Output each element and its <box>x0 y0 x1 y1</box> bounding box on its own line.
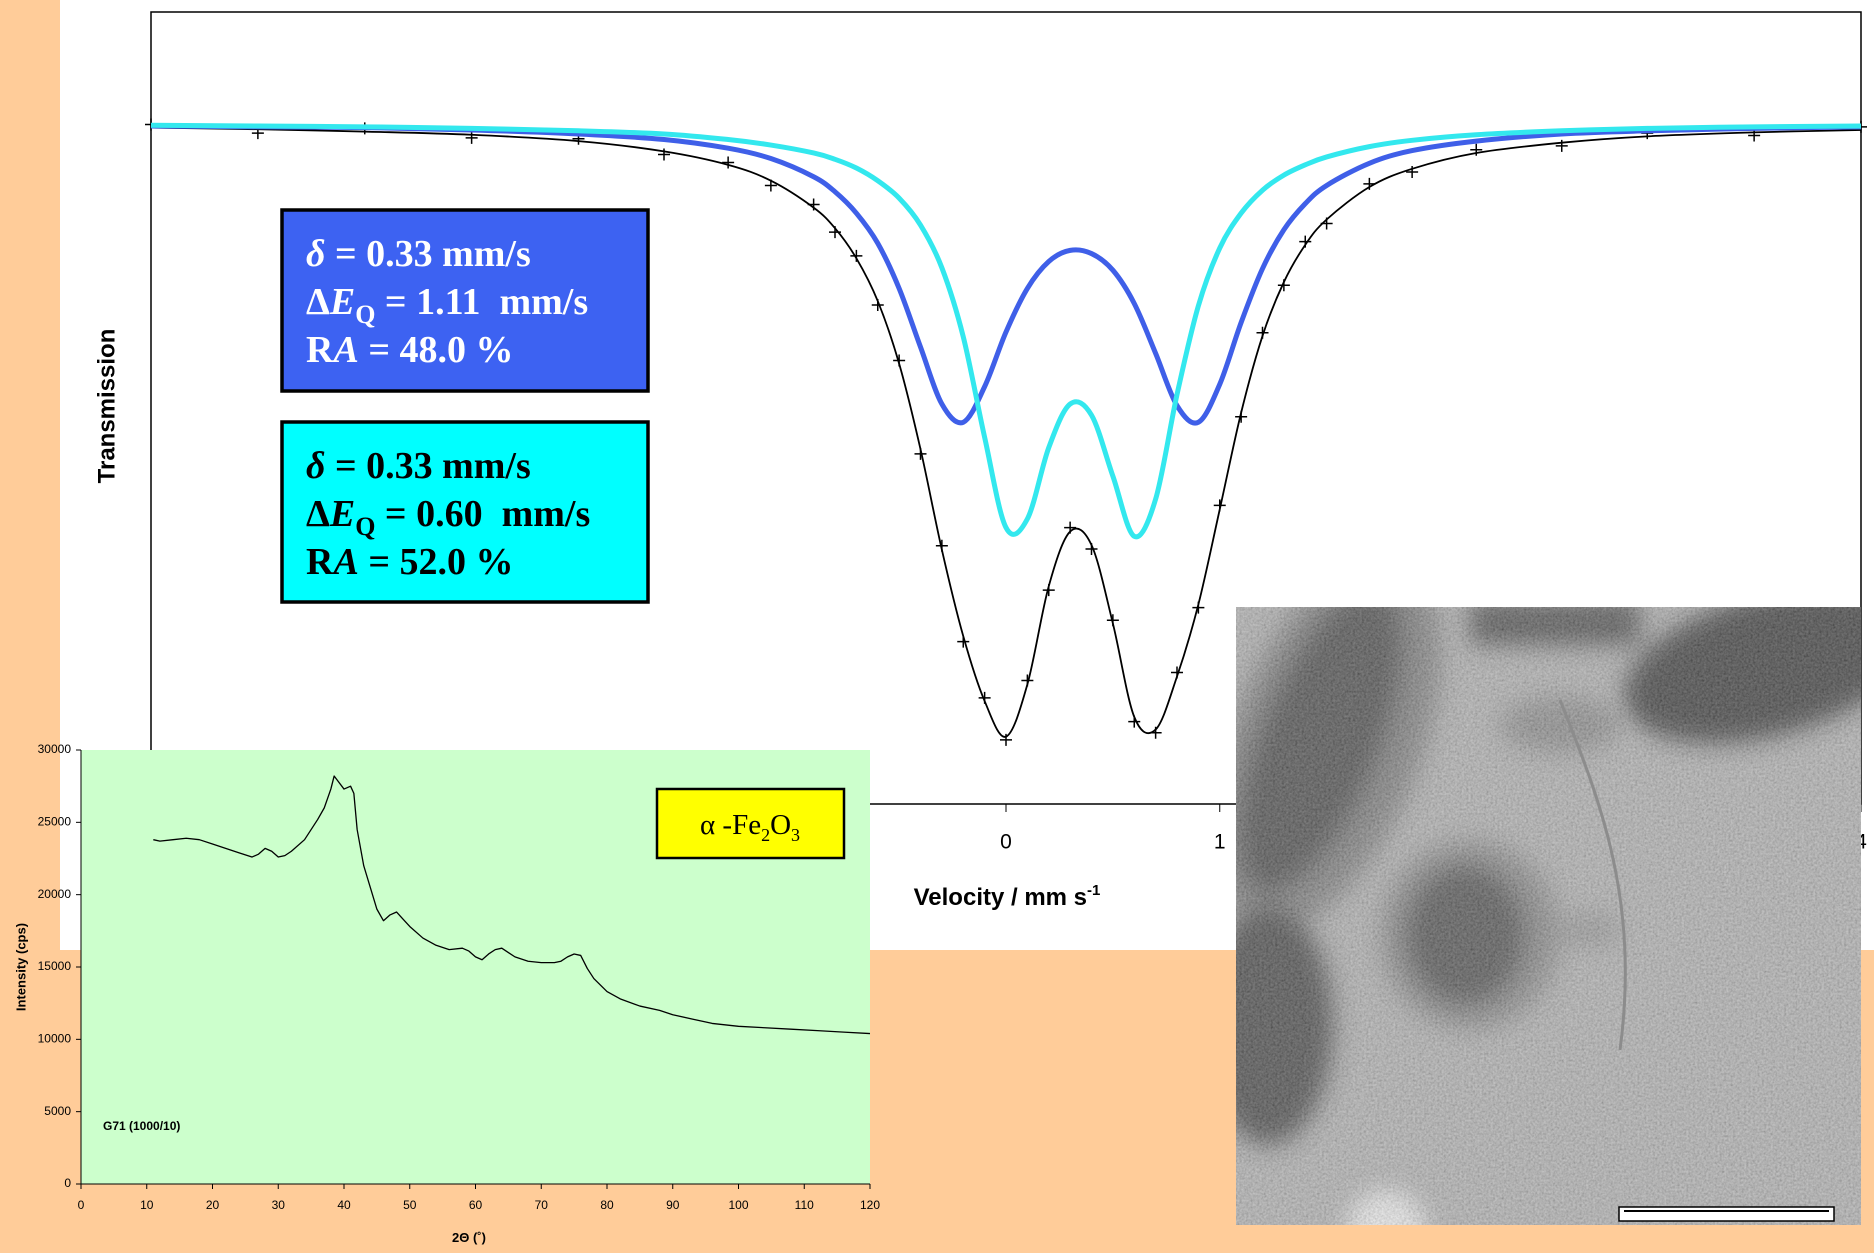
isomer-shift: δ = 0.33 mm/s <box>306 445 531 487</box>
symbol: Δ <box>306 493 330 535</box>
quadrupole-splitting: ΔEQ = 0.60 mm/s <box>306 493 590 541</box>
phase-label: α -Fe2O3 <box>700 809 800 845</box>
x-axis-title-text: Velocity / mm s <box>914 884 1087 911</box>
symbol: A <box>331 541 358 583</box>
x-tick-label: 40 <box>337 1198 351 1212</box>
phase-text: α -Fe <box>700 809 761 841</box>
x-tick-label: 50 <box>403 1198 417 1212</box>
x-tick-label: 30 <box>272 1198 286 1212</box>
x-tick-label: 110 <box>795 1198 814 1212</box>
x-tick-label: 0 <box>1000 831 1012 854</box>
x-axis-title: 2Θ (˚) <box>452 1230 486 1245</box>
tem-grain <box>1236 607 1861 1225</box>
subscript: 3 <box>791 825 800 845</box>
symbol: δ <box>306 233 325 275</box>
y-tick-label: 30000 <box>38 742 72 756</box>
phase-text: O <box>770 809 791 841</box>
value-text: = 52.0 % <box>359 541 514 583</box>
symbol: R <box>306 541 334 583</box>
x-tick-label: 100 <box>728 1198 748 1212</box>
y-tick-label: 0 <box>64 1176 71 1190</box>
y-tick-label: 10000 <box>38 1032 72 1046</box>
y-axis-title: Intensity (cps) <box>13 923 28 1011</box>
x-tick-label: 60 <box>469 1198 483 1212</box>
value-text: = 0.33 mm/s <box>325 233 530 275</box>
x-axis-title-superscript: -1 <box>1087 882 1100 899</box>
y-tick-label: 25000 <box>38 815 72 829</box>
tem-image <box>1162 524 1874 1253</box>
symbol: E <box>329 493 355 535</box>
x-tick-label: 0 <box>78 1198 85 1212</box>
x-tick-label: 120 <box>860 1198 880 1212</box>
x-tick-label: 90 <box>666 1198 680 1212</box>
relative-area: RA = 52.0 % <box>306 541 513 583</box>
slide: -4-3-2-101234 Transmission Velocity / mm… <box>0 0 1874 1253</box>
y-tick-label: 5000 <box>44 1104 71 1118</box>
subscript: Q <box>355 300 375 329</box>
symbol: E <box>329 281 355 323</box>
x-tick-label: 10 <box>140 1198 154 1212</box>
value-text: = 0.60 mm/s <box>375 493 590 535</box>
y-axis-title: Transmission <box>93 329 120 484</box>
symbol: R <box>306 329 334 371</box>
symbol: δ <box>306 445 325 487</box>
subscript: 2 <box>761 825 770 845</box>
x-tick-label: 20 <box>206 1198 220 1212</box>
y-tick-label: 20000 <box>38 887 72 901</box>
value-text: = 0.33 mm/s <box>325 445 530 487</box>
x-axis-title: Velocity / mm s-1 <box>914 882 1101 911</box>
relative-area: RA = 48.0 % <box>306 329 513 371</box>
quadrupole-splitting: ΔEQ = 1.11 mm/s <box>306 281 588 329</box>
symbol: Δ <box>306 281 330 323</box>
sample-label: G71 (1000/10) <box>103 1119 180 1133</box>
subscript: Q <box>355 512 375 541</box>
value-text: = 48.0 % <box>359 329 514 371</box>
symbol: A <box>331 329 358 371</box>
value-text: = 1.11 mm/s <box>375 281 588 323</box>
x-tick-label: 70 <box>535 1198 549 1212</box>
x-tick-label: 1 <box>1214 831 1226 854</box>
y-tick-label: 15000 <box>38 959 72 973</box>
isomer-shift: δ = 0.33 mm/s <box>306 233 531 275</box>
scale-bar <box>1619 1207 1834 1221</box>
x-tick-label: 80 <box>600 1198 614 1212</box>
